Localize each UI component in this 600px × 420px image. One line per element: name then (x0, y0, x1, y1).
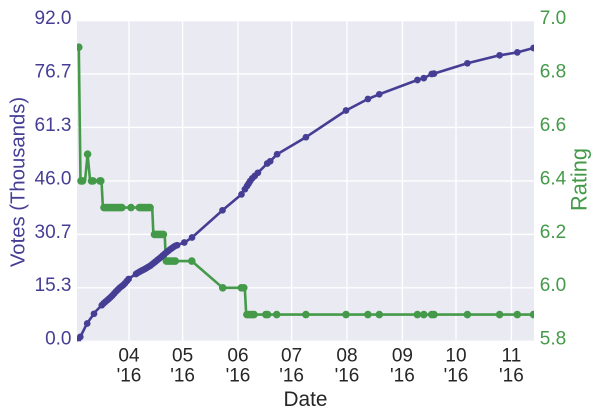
svg-text:04: 04 (118, 345, 140, 366)
svg-text:08: 08 (336, 345, 357, 366)
svg-text:05: 05 (172, 345, 193, 366)
svg-text:'16: '16 (279, 365, 304, 386)
svg-text:'16: '16 (390, 365, 415, 386)
svg-text:6.8: 6.8 (540, 61, 566, 82)
svg-text:Date: Date (284, 388, 328, 411)
svg-text:5.8: 5.8 (540, 329, 566, 350)
svg-text:7.0: 7.0 (540, 8, 566, 29)
svg-text:6.4: 6.4 (540, 168, 567, 189)
svg-text:61.3: 61.3 (35, 115, 72, 136)
svg-text:'16: '16 (499, 365, 524, 386)
svg-text:10: 10 (445, 345, 466, 366)
svg-text:6.2: 6.2 (540, 222, 566, 243)
svg-text:Votes (Thousands): Votes (Thousands) (8, 97, 30, 267)
svg-text:'16: '16 (226, 365, 251, 386)
svg-text:6.6: 6.6 (540, 115, 566, 136)
svg-text:'16: '16 (170, 365, 195, 386)
svg-text:6.0: 6.0 (540, 275, 566, 296)
svg-text:09: 09 (392, 345, 413, 366)
svg-text:46.0: 46.0 (35, 168, 72, 189)
svg-text:'16: '16 (444, 365, 469, 386)
svg-text:Rating: Rating (567, 148, 592, 211)
svg-text:07: 07 (281, 345, 302, 366)
svg-text:0.0: 0.0 (45, 329, 71, 350)
svg-text:11: 11 (502, 345, 522, 366)
svg-text:'16: '16 (335, 365, 360, 386)
svg-text:'16: '16 (117, 365, 142, 386)
svg-text:76.7: 76.7 (35, 61, 72, 82)
svg-text:06: 06 (227, 345, 248, 366)
svg-text:30.7: 30.7 (35, 222, 72, 243)
svg-text:15.3: 15.3 (35, 275, 72, 296)
svg-text:92.0: 92.0 (35, 8, 72, 29)
